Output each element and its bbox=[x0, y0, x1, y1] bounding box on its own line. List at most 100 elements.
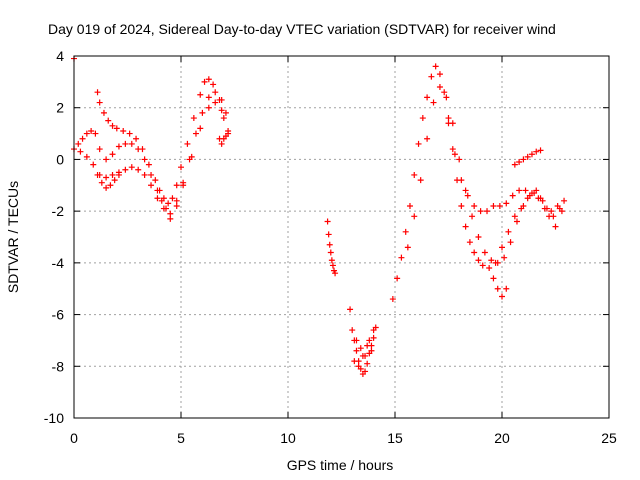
data-point bbox=[205, 104, 212, 111]
y-tick-label: -8 bbox=[52, 358, 65, 374]
data-point bbox=[505, 228, 512, 235]
y-tick-label: 0 bbox=[56, 151, 64, 167]
data-point bbox=[436, 84, 443, 91]
data-point bbox=[469, 213, 476, 220]
data-point bbox=[424, 135, 431, 142]
x-tick-label: 25 bbox=[601, 430, 617, 446]
data-point bbox=[75, 140, 82, 147]
data-point bbox=[94, 171, 101, 178]
data-point bbox=[402, 228, 409, 235]
data-point bbox=[165, 200, 172, 207]
series-track-b bbox=[71, 89, 229, 217]
data-point bbox=[501, 254, 508, 261]
data-point bbox=[558, 208, 565, 215]
data-point bbox=[210, 81, 217, 88]
data-point bbox=[359, 352, 366, 359]
data-point bbox=[394, 275, 401, 282]
data-point bbox=[524, 153, 531, 160]
data-point bbox=[479, 262, 486, 269]
y-tick-label: -2 bbox=[52, 203, 65, 219]
data-point bbox=[404, 244, 411, 251]
data-point bbox=[424, 94, 431, 101]
series-track-h bbox=[372, 324, 379, 331]
series-track-i bbox=[389, 63, 563, 303]
data-point bbox=[180, 182, 187, 189]
data-point bbox=[499, 244, 505, 251]
data-point bbox=[475, 234, 482, 240]
data-point bbox=[449, 146, 456, 153]
data-point bbox=[188, 153, 195, 160]
data-point bbox=[98, 179, 105, 186]
series-track-g bbox=[347, 306, 377, 378]
data-point bbox=[122, 166, 129, 173]
data-point bbox=[445, 120, 452, 127]
data-point bbox=[154, 187, 161, 194]
data-point bbox=[190, 115, 197, 122]
data-point bbox=[109, 122, 116, 129]
data-point bbox=[103, 184, 110, 191]
data-marks bbox=[71, 55, 568, 378]
data-point bbox=[83, 153, 90, 160]
tick-labels: 0 5 10 15 20 25 -10 -8 -6 -4 -2 0 2 4 bbox=[44, 48, 617, 446]
data-point bbox=[184, 140, 191, 147]
data-point bbox=[411, 171, 418, 178]
data-point bbox=[126, 130, 133, 137]
data-point bbox=[154, 195, 161, 202]
data-point bbox=[516, 187, 523, 194]
data-point bbox=[218, 107, 225, 114]
data-point bbox=[456, 156, 463, 163]
data-point bbox=[541, 205, 548, 212]
data-point bbox=[351, 358, 358, 365]
data-point bbox=[122, 140, 129, 147]
data-point bbox=[471, 202, 478, 209]
data-point bbox=[372, 324, 379, 331]
data-point bbox=[201, 78, 208, 85]
data-point bbox=[499, 293, 505, 300]
data-point bbox=[105, 117, 112, 124]
data-point bbox=[546, 213, 553, 220]
data-point bbox=[148, 182, 155, 189]
data-point bbox=[90, 161, 97, 168]
series-track-l bbox=[490, 275, 510, 300]
data-point bbox=[362, 368, 369, 375]
data-point bbox=[503, 200, 510, 207]
y-tick-label: 2 bbox=[56, 100, 64, 116]
data-point bbox=[528, 190, 535, 197]
data-point bbox=[135, 146, 142, 153]
data-point bbox=[353, 347, 360, 354]
series-track-m bbox=[511, 147, 544, 168]
data-point bbox=[141, 156, 148, 163]
series-track-a bbox=[94, 76, 232, 207]
data-point bbox=[225, 127, 232, 134]
chart-title: Day 019 of 2024, Sidereal Day-to-day VTE… bbox=[48, 21, 556, 37]
data-point bbox=[537, 147, 544, 154]
data-point bbox=[561, 197, 568, 204]
data-point bbox=[192, 130, 199, 137]
data-point bbox=[462, 187, 469, 194]
series-track-c bbox=[77, 99, 225, 222]
data-point bbox=[145, 161, 152, 168]
data-point bbox=[218, 140, 225, 147]
data-point bbox=[115, 171, 122, 178]
data-point bbox=[199, 109, 206, 116]
data-point bbox=[411, 213, 418, 220]
data-point bbox=[103, 174, 110, 181]
data-point bbox=[109, 151, 116, 158]
data-point bbox=[503, 285, 510, 292]
plot-frame bbox=[73, 55, 610, 419]
data-point bbox=[477, 208, 484, 215]
data-point bbox=[552, 223, 559, 230]
grid-lines bbox=[74, 56, 609, 418]
data-point bbox=[554, 202, 561, 209]
y-axis-label: SDTVAR / TECUs bbox=[5, 181, 21, 293]
data-point bbox=[327, 249, 334, 256]
data-point bbox=[488, 257, 495, 264]
data-point bbox=[490, 275, 497, 282]
data-point bbox=[349, 327, 356, 334]
data-point bbox=[533, 187, 540, 194]
data-point bbox=[324, 218, 331, 225]
data-point bbox=[366, 337, 373, 344]
series-track-e bbox=[216, 127, 232, 147]
data-point bbox=[88, 127, 95, 134]
data-point bbox=[115, 143, 122, 150]
